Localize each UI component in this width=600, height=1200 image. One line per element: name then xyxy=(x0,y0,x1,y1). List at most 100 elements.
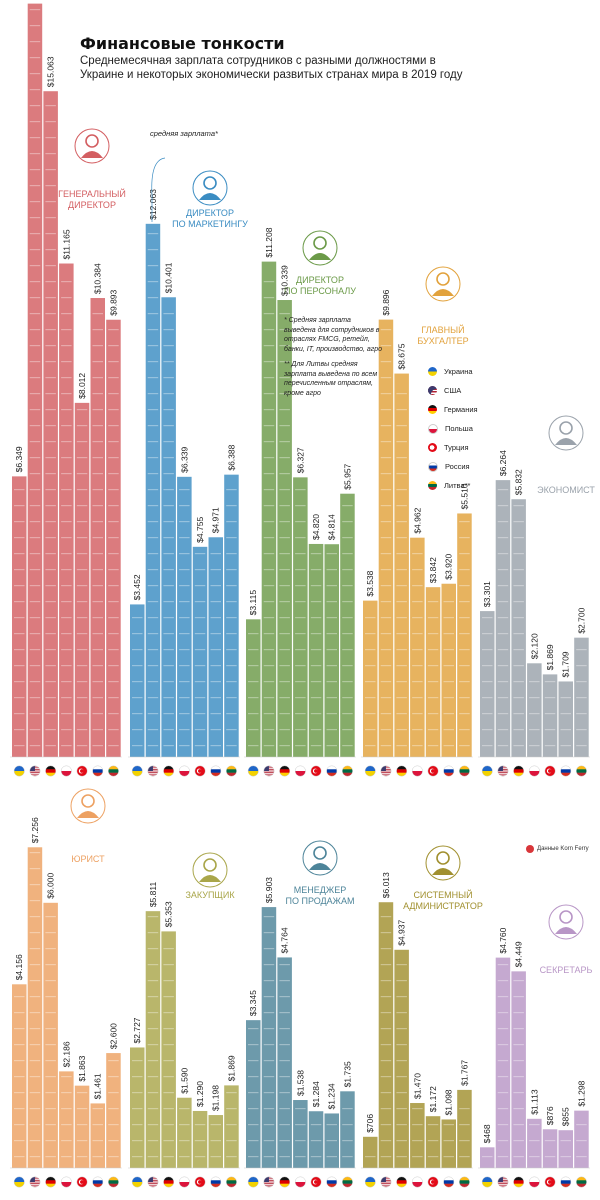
bar-texture xyxy=(365,681,376,683)
bar xyxy=(90,298,105,757)
bar-texture xyxy=(76,1156,88,1158)
bar-texture xyxy=(396,617,407,619)
bar-texture xyxy=(279,681,290,683)
bar-texture xyxy=(163,665,174,667)
bar-texture xyxy=(147,313,159,315)
bar-texture xyxy=(226,537,237,539)
bar-value-label: $4.971 xyxy=(211,507,221,533)
bar-texture xyxy=(163,996,174,998)
bar-texture xyxy=(263,489,275,491)
bar-texture xyxy=(76,457,88,459)
bar xyxy=(277,300,292,757)
bar-texture xyxy=(279,649,290,651)
bar-texture xyxy=(29,569,41,571)
flag-russia-icon xyxy=(92,765,103,777)
bar-texture xyxy=(263,1140,275,1142)
bar-texture xyxy=(482,713,493,715)
flag-turkey-icon xyxy=(428,443,437,452)
bar-texture xyxy=(342,1108,353,1110)
bar-texture xyxy=(427,601,439,603)
bar-texture xyxy=(147,745,159,747)
bar-texture xyxy=(29,489,41,491)
bar-texture xyxy=(147,425,159,427)
bar-texture xyxy=(147,297,159,299)
bar-value-label: $3.115 xyxy=(248,590,258,616)
bar-texture xyxy=(396,1076,407,1078)
bar-texture xyxy=(14,665,25,667)
flag-usa-icon xyxy=(380,765,392,777)
bar-texture xyxy=(226,1124,237,1126)
bar-texture xyxy=(29,1060,41,1062)
bar-value-label: $8.012 xyxy=(77,373,87,399)
bar-texture xyxy=(263,441,275,443)
sysadmin-icon xyxy=(425,845,461,881)
bar-texture xyxy=(396,681,407,683)
panel-title: БУХГАЛТЕР xyxy=(417,336,468,346)
bar-texture xyxy=(92,329,103,331)
bar-texture xyxy=(529,1156,540,1158)
bar-texture xyxy=(279,313,290,315)
bar-texture xyxy=(163,1076,174,1078)
bar-value-label: $1.863 xyxy=(77,1055,87,1081)
bar-texture xyxy=(163,569,174,571)
bar-texture xyxy=(263,1076,275,1078)
bar-texture xyxy=(412,1140,423,1142)
bar-texture xyxy=(279,489,290,491)
bar-texture xyxy=(61,377,72,379)
flag-poland-icon xyxy=(61,1176,72,1188)
bar-texture xyxy=(482,745,493,747)
bar-texture xyxy=(14,681,25,683)
bar-texture xyxy=(380,1028,392,1030)
bar-texture xyxy=(310,649,322,651)
bar-texture xyxy=(45,105,56,107)
bar-texture xyxy=(263,617,275,619)
bar-texture xyxy=(29,265,41,267)
bar-texture xyxy=(61,585,72,587)
bar-texture xyxy=(310,633,322,635)
bar-texture xyxy=(210,617,221,619)
bar-texture xyxy=(248,1108,259,1110)
bar-texture xyxy=(76,473,88,475)
bar-value-label: $1.098 xyxy=(444,1089,454,1115)
bar-texture xyxy=(396,633,407,635)
bar-texture xyxy=(396,745,407,747)
bar-texture xyxy=(92,569,103,571)
bar-texture xyxy=(29,665,41,667)
bar-texture xyxy=(92,361,103,363)
page-subtitle: Среднемесячная зарплата сотрудников с ра… xyxy=(80,55,463,81)
panel-title: ЮРИСТ xyxy=(71,854,105,864)
bar-texture xyxy=(163,505,174,507)
bar-texture xyxy=(108,329,119,331)
panel-title: ЗАКУПЩИК xyxy=(185,890,235,900)
bar-texture xyxy=(147,537,159,539)
bar-value-label: $4.962 xyxy=(412,507,422,533)
bar-texture xyxy=(310,585,322,587)
bar-texture xyxy=(108,1076,119,1078)
bar-texture xyxy=(45,585,56,587)
bar xyxy=(527,1118,542,1168)
bar-texture xyxy=(263,633,275,635)
bar-texture xyxy=(412,633,423,635)
bar-value-label: $3.301 xyxy=(482,581,492,607)
bar-texture xyxy=(380,1156,392,1158)
bar-texture xyxy=(279,377,290,379)
bar-texture xyxy=(513,1060,524,1062)
bar-texture xyxy=(45,1076,56,1078)
bar-texture xyxy=(61,649,72,651)
bar-texture xyxy=(179,585,190,587)
panel-title: ДИРЕКТОР xyxy=(186,208,234,218)
bar-texture xyxy=(427,697,439,699)
hr-director-icon xyxy=(302,230,338,266)
flag-germany-icon xyxy=(513,765,524,777)
bar-texture xyxy=(396,569,407,571)
bar-texture xyxy=(459,729,470,731)
bar-texture xyxy=(61,329,72,331)
bar-texture xyxy=(147,393,159,395)
bar-texture xyxy=(310,681,322,683)
bar-texture xyxy=(14,697,25,699)
bar-texture xyxy=(29,1028,41,1030)
legend-item: Россия xyxy=(428,457,478,476)
bar-texture xyxy=(226,585,237,587)
bar-texture xyxy=(210,1156,221,1158)
flag-usa-icon xyxy=(29,1176,41,1188)
